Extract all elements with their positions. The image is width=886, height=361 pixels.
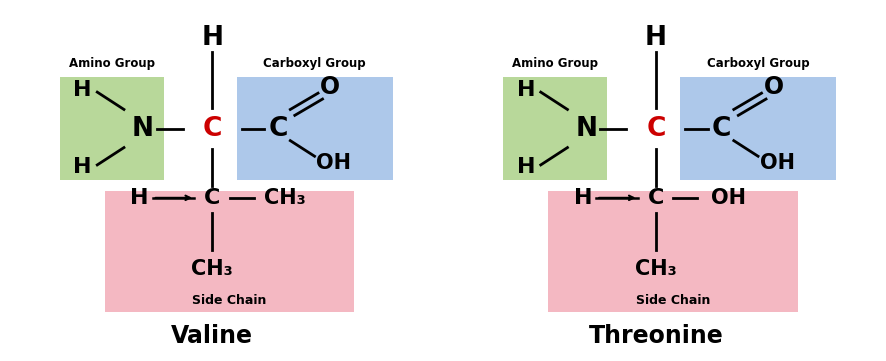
FancyBboxPatch shape [105,191,354,312]
FancyBboxPatch shape [237,77,392,180]
FancyBboxPatch shape [548,191,797,312]
Text: C: C [647,188,664,208]
Text: N: N [132,116,154,142]
Text: N: N [575,116,597,142]
Text: O: O [763,75,783,99]
Text: Carboxyl Group: Carboxyl Group [706,57,808,70]
Text: H: H [644,25,666,51]
Text: OH: OH [758,153,794,173]
Text: Side Chain: Side Chain [192,293,267,306]
Text: Carboxyl Group: Carboxyl Group [263,57,365,70]
Text: H: H [573,188,592,208]
Text: H: H [201,25,223,51]
Text: Valine: Valine [171,325,253,348]
Text: C: C [711,116,731,142]
Text: O: O [320,75,340,99]
Text: OH: OH [711,188,745,208]
Text: C: C [645,116,664,142]
Text: C: C [268,116,288,142]
Text: H: H [73,81,91,100]
Text: CH₃: CH₃ [634,259,676,279]
Text: Amino Group: Amino Group [512,57,598,70]
FancyBboxPatch shape [680,77,835,180]
Text: C: C [204,188,221,208]
Text: Side Chain: Side Chain [635,293,710,306]
Text: Threonine: Threonine [587,325,722,348]
Text: OH: OH [315,153,351,173]
Text: H: H [516,157,534,177]
Text: H: H [130,188,149,208]
Text: C: C [202,116,222,142]
Text: CH₃: CH₃ [191,259,233,279]
FancyBboxPatch shape [502,77,607,180]
Text: Amino Group: Amino Group [69,57,155,70]
FancyBboxPatch shape [59,77,164,180]
Text: CH₃: CH₃ [264,188,306,208]
Text: H: H [73,157,91,177]
Text: H: H [516,81,534,100]
